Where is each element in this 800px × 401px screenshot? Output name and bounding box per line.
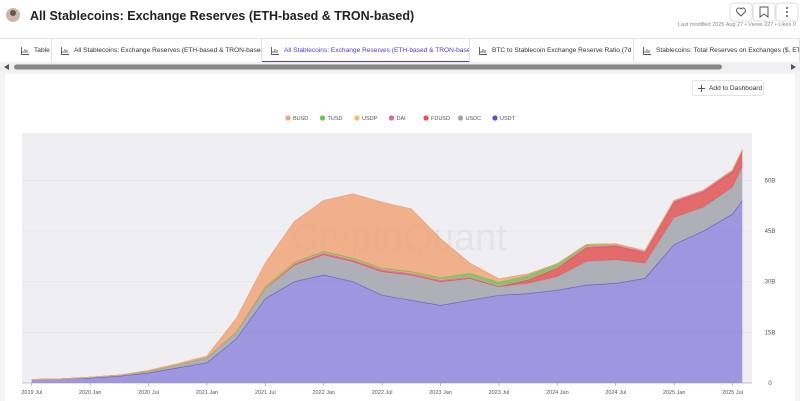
bookmark-icon (759, 6, 769, 18)
legend-label: BUSD (293, 116, 308, 122)
tab-icon (271, 47, 279, 55)
y-tick-label: 15B (765, 330, 776, 336)
heart-icon (736, 7, 746, 17)
legend-swatch (423, 115, 429, 121)
tab[interactable]: Table (12, 39, 52, 63)
add-label: Add to Dashboard (709, 85, 763, 92)
area (31, 149, 743, 380)
area (31, 200, 743, 383)
legend-swatch (354, 115, 360, 121)
legend-swatch (285, 115, 291, 121)
page-title: All Stablecoins: Exchange Reserves (ETH-… (30, 9, 415, 23)
x-tick-label: 2020 Jul (138, 390, 159, 396)
legend-label: USDT (500, 116, 516, 122)
tab-bar: Table All Stablecoins: Exchange Reserves … (0, 38, 800, 64)
scroll-thumb[interactable] (14, 64, 722, 70)
x-tick-label: 2021 Jan (196, 390, 219, 396)
y-tick-label: 30B (765, 280, 776, 286)
tab-icon (61, 47, 69, 55)
page-meta: Last modified 2025 Aug 27 • Views 227 • … (678, 22, 796, 28)
scroll-right[interactable] (791, 64, 796, 70)
bookmark-button[interactable] (752, 2, 776, 22)
x-tick-label: 2025 Jul (722, 390, 743, 396)
x-tick-label: 2021 Jul (255, 390, 276, 396)
tab-icon (21, 47, 29, 55)
x-tick-label: 2024 Jan (546, 390, 569, 396)
more-icon (786, 7, 788, 17)
tab-icon (479, 47, 487, 55)
x-tick-label: 2023 Jul (489, 390, 510, 396)
x-tick-label: 2020 Jan (79, 390, 102, 396)
like-button[interactable] (729, 2, 753, 22)
avatar-head (10, 10, 16, 16)
tab[interactable]: BTC to Stablecoin Exchange Reserve Ratio… (470, 39, 634, 63)
area (31, 166, 743, 380)
tab[interactable]: All Stablecoins: Exchange Reserves (ETH-… (262, 39, 470, 63)
y-tick-label: 60B (765, 178, 776, 184)
legend-swatch (319, 115, 326, 121)
tab[interactable]: All Stablecoins: Exchange Reserves (ETH-… (52, 39, 262, 63)
x-tick-label: 2022 Jan (312, 390, 335, 396)
plus-icon (698, 85, 705, 92)
legend-label: USDP (362, 116, 378, 122)
header-bg (0, 0, 800, 38)
legend-label: USDC (466, 116, 482, 122)
y-tick-label: 45B (765, 229, 776, 235)
x-tick-label: 2019 Jul (21, 390, 42, 396)
legend-swatch (457, 115, 464, 121)
tab[interactable]: Stablecoins: Total Reserves on Exchanges… (634, 39, 800, 63)
x-tick-label: 2022 Jul (372, 390, 393, 396)
tab-icon (643, 47, 651, 55)
x-tick-label: 2024 Jul (605, 390, 626, 396)
legend-label: TUSD (328, 116, 343, 122)
scroll-left[interactable] (4, 64, 9, 70)
header-bar (0, 0, 800, 38)
x-tick-label: 2023 Jan (429, 390, 452, 396)
x-tick-label: 2025 Jan (663, 390, 686, 396)
legend-swatch (388, 115, 395, 121)
area-edge (31, 149, 743, 381)
legend-label: FDUSD (431, 116, 450, 122)
legend-label: DAI (397, 116, 407, 122)
y-tick-label: 0 (768, 381, 772, 387)
add-to-dashboard[interactable]: Add to Dashboard (692, 80, 764, 96)
scrollbar (0, 62, 800, 72)
legend-swatch (492, 115, 498, 121)
